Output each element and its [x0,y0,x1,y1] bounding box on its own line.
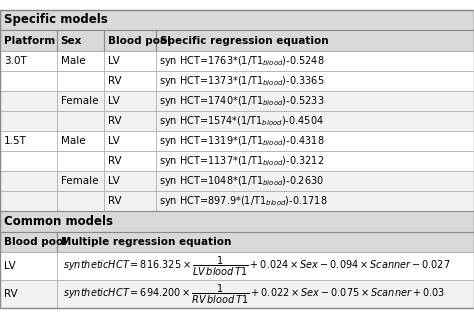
Bar [104,71,156,91]
Bar [57,30,104,51]
Text: LV: LV [108,56,120,66]
Bar [156,191,474,211]
Text: syn HCT=897.9*(1/T1$_{blood}$)-0.1718: syn HCT=897.9*(1/T1$_{blood}$)-0.1718 [159,194,328,208]
Bar [156,91,474,111]
Bar [0,232,57,252]
Bar [0,280,57,308]
Text: Multiple regression equation: Multiple regression equation [61,237,231,247]
Text: 1.5T: 1.5T [4,136,27,146]
Bar [57,71,104,91]
Bar [104,151,156,171]
Text: LV: LV [4,261,16,272]
Bar [57,280,474,308]
Text: RV: RV [108,76,122,86]
Bar [0,51,57,71]
Bar [104,131,156,151]
Text: Male: Male [61,56,85,66]
Text: syn HCT=1048*(1/T1$_{blood}$)-0.2630: syn HCT=1048*(1/T1$_{blood}$)-0.2630 [159,174,324,188]
Text: Female: Female [61,176,98,186]
Bar [0,91,57,111]
Bar [156,171,474,191]
Text: Female: Female [61,96,98,106]
Bar [156,71,474,91]
Text: Blood pool: Blood pool [4,237,67,247]
Text: syn HCT=1137*(1/T1$_{blood}$)-0.3212: syn HCT=1137*(1/T1$_{blood}$)-0.3212 [159,154,325,168]
Bar [104,171,156,191]
Text: $\mathit{syntheticHCT}=694.200\times\dfrac{1}{\mathit{RV\,blood\,T1}}+0.022\time: $\mathit{syntheticHCT}=694.200\times\dfr… [63,283,445,306]
Text: Platform: Platform [4,36,55,45]
Bar [156,131,474,151]
Bar [57,51,104,71]
Text: LV: LV [108,136,120,146]
Bar [0,151,57,171]
Bar [57,111,104,131]
Text: RV: RV [108,116,122,126]
Text: syn HCT=1574*(1/T1$_{blood}$)-0.4504: syn HCT=1574*(1/T1$_{blood}$)-0.4504 [159,114,324,128]
Bar [156,151,474,171]
Bar [57,232,474,252]
Text: LV: LV [108,96,120,106]
Bar [104,191,156,211]
Bar [57,131,104,151]
Bar [104,111,156,131]
Text: $\mathit{syntheticHCT}=816.325\times\dfrac{1}{\mathit{LV\,blood\,T1}}+0.024\time: $\mathit{syntheticHCT}=816.325\times\dfr… [63,255,450,278]
Bar [57,151,104,171]
Text: Common models: Common models [4,215,113,228]
Bar [0,252,57,280]
Bar [0,30,57,51]
Text: RV: RV [4,289,18,300]
Text: Blood pool: Blood pool [108,36,171,45]
Text: syn HCT=1373*(1/T1$_{blood}$)-0.3365: syn HCT=1373*(1/T1$_{blood}$)-0.3365 [159,74,325,88]
Bar [0,111,57,131]
Bar [156,30,474,51]
Text: syn HCT=1319*(1/T1$_{blood}$)-0.4318: syn HCT=1319*(1/T1$_{blood}$)-0.4318 [159,134,325,148]
Bar [104,91,156,111]
Text: 3.0T: 3.0T [4,56,27,66]
Text: Specific regression equation: Specific regression equation [160,36,329,45]
Bar [0,10,474,30]
Text: Male: Male [61,136,85,146]
Bar [156,51,474,71]
Text: syn HCT=1763*(1/T1$_{blood}$)-0.5248: syn HCT=1763*(1/T1$_{blood}$)-0.5248 [159,54,325,68]
Bar [156,111,474,131]
Text: Specific models: Specific models [4,13,108,26]
Text: RV: RV [108,196,122,206]
Bar [0,71,57,91]
Bar [0,131,57,151]
Bar [57,252,474,280]
Bar [104,30,156,51]
Bar [0,211,474,232]
Bar [0,191,57,211]
Bar [0,171,57,191]
Bar [57,191,104,211]
Text: RV: RV [108,156,122,166]
Text: syn HCT=1740*(1/T1$_{blood}$)-0.5233: syn HCT=1740*(1/T1$_{blood}$)-0.5233 [159,94,325,108]
Bar [57,171,104,191]
Bar [104,51,156,71]
Text: Sex: Sex [61,36,82,45]
Bar [57,91,104,111]
Text: LV: LV [108,176,120,186]
